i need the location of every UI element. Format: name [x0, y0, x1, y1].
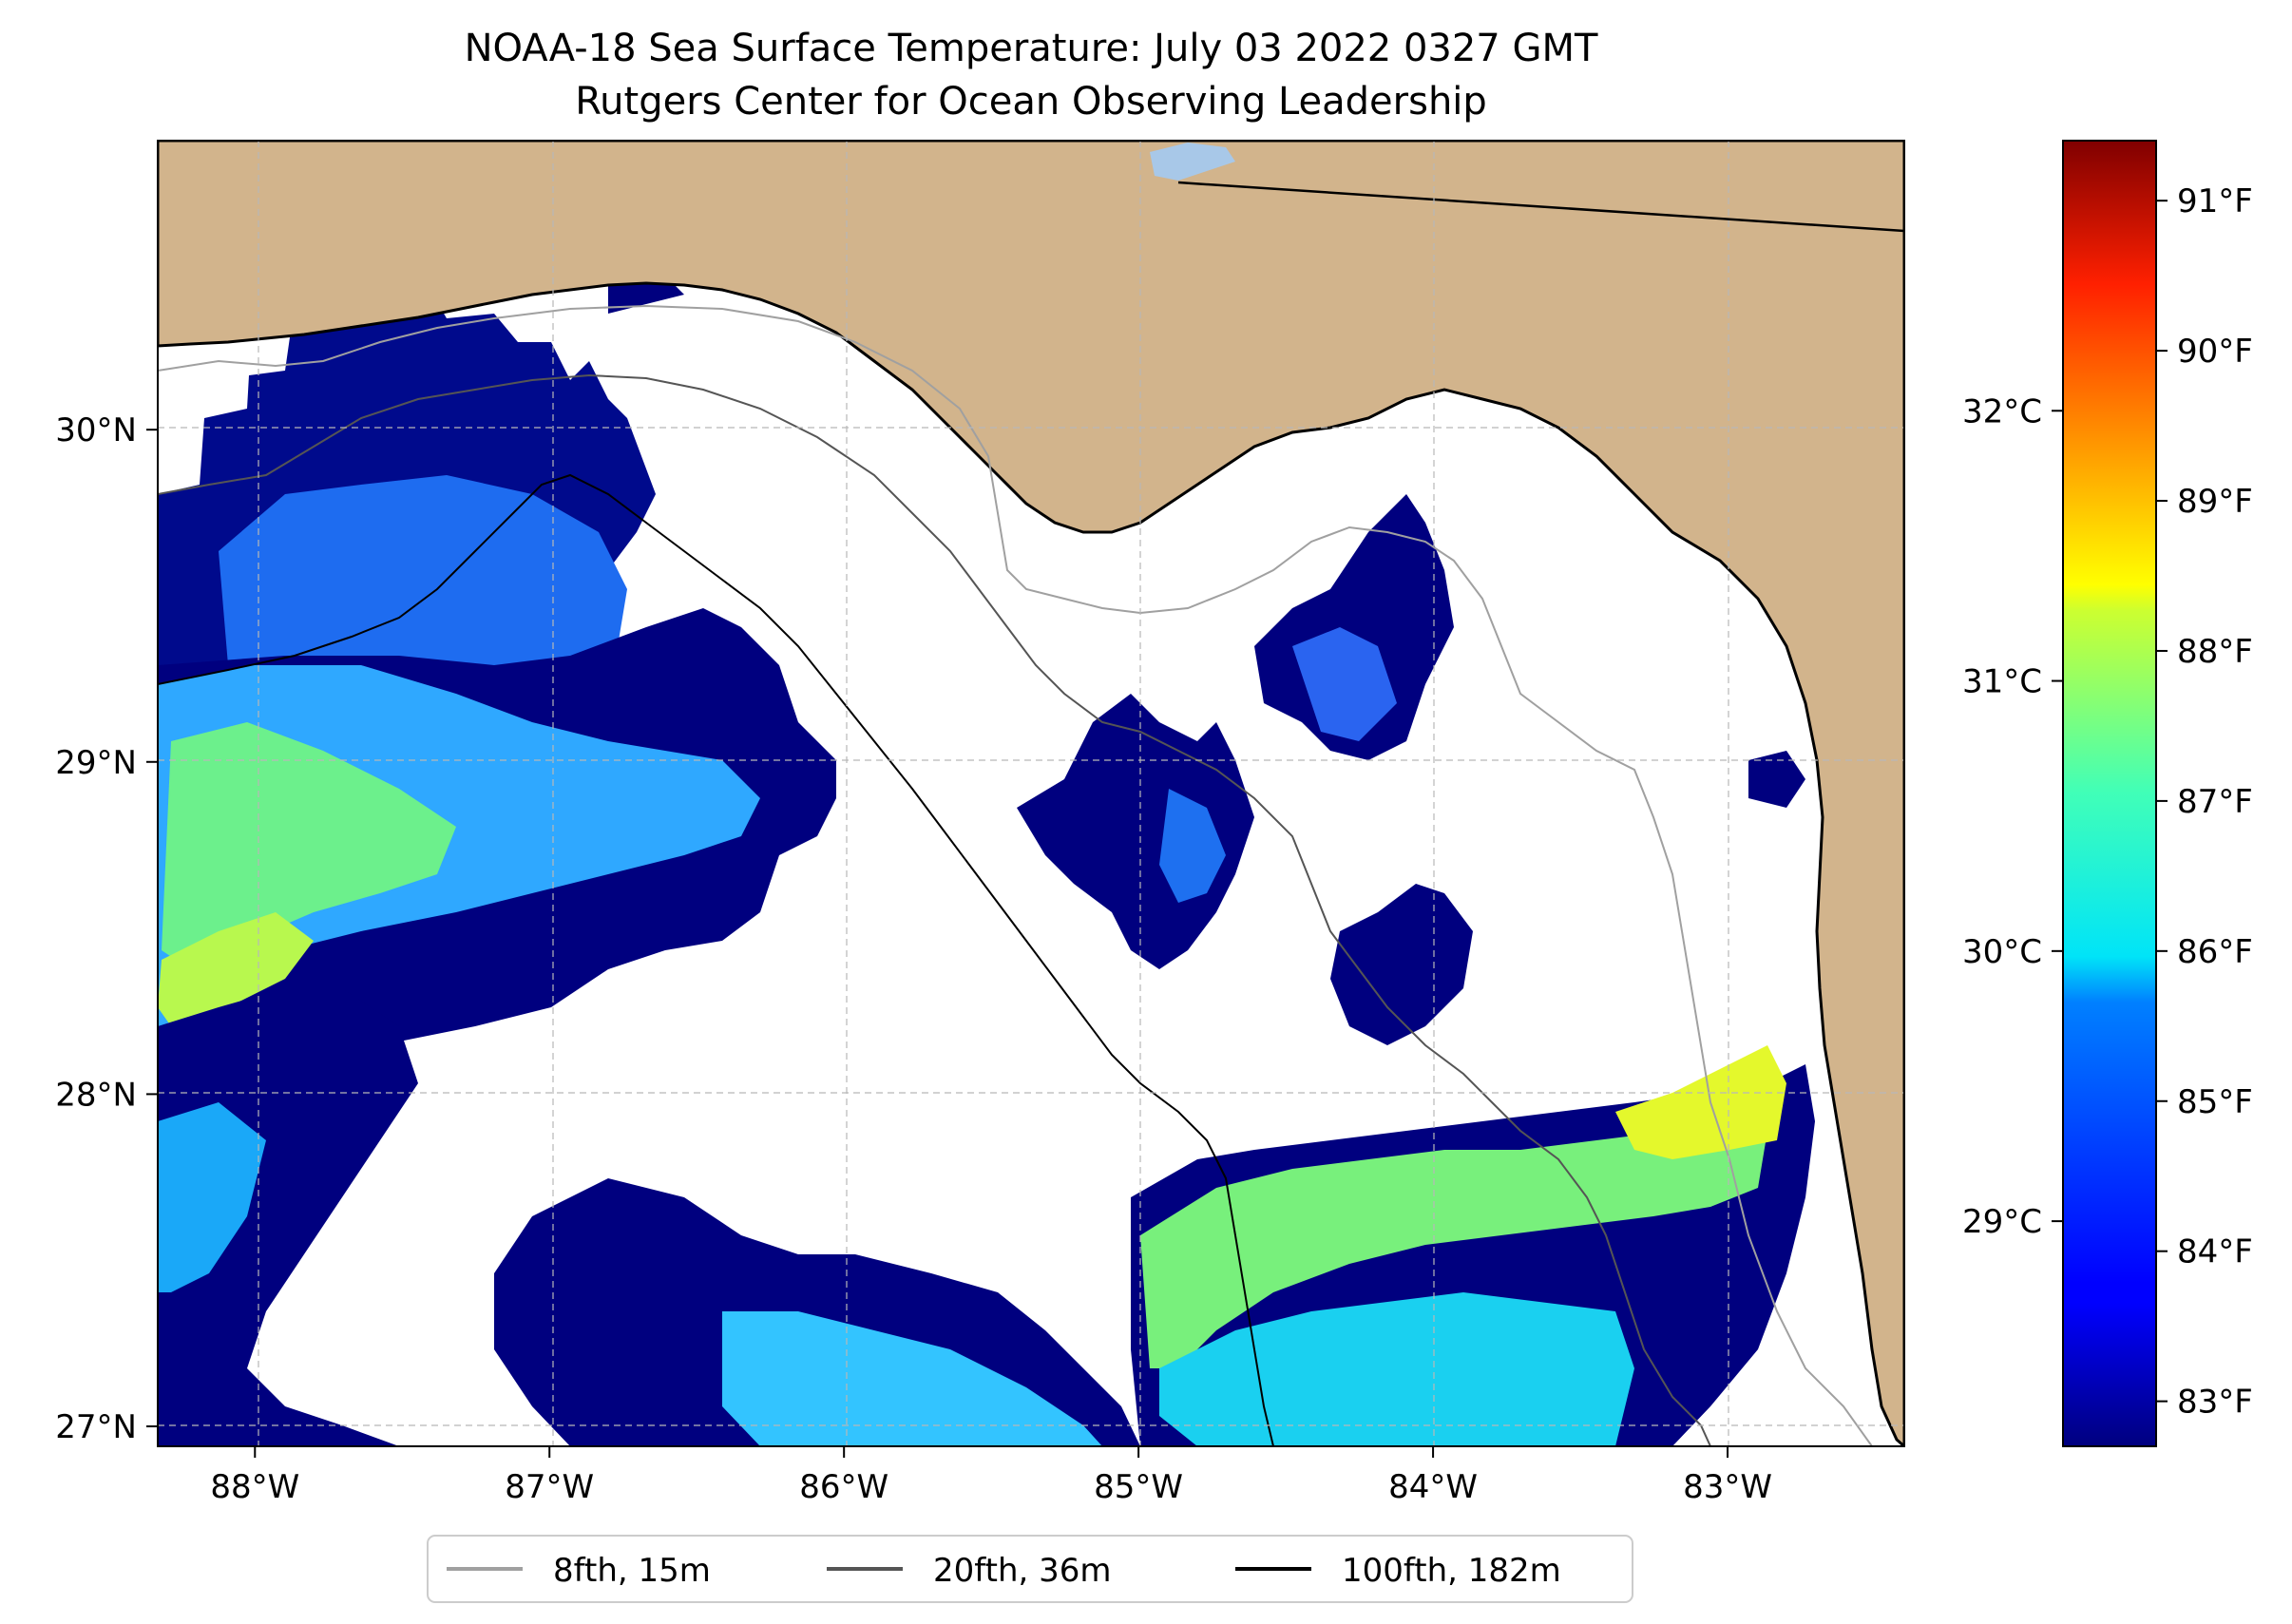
title-line-2: Rutgers Center for Ocean Observing Leade…	[575, 80, 1487, 124]
fahrenheit-tick-label: 84°F	[2177, 1233, 2253, 1271]
legend-label-8fth: 8fth, 15m	[553, 1552, 711, 1590]
map-frame	[157, 140, 1905, 1447]
fahrenheit-tick-label: 88°F	[2177, 633, 2253, 671]
lat-tick-label: 30°N	[55, 411, 137, 449]
lon-tick-label: 83°W	[1683, 1468, 1772, 1506]
legend-item-100fth: 100fth, 182m	[1235, 1552, 1561, 1590]
legend-label-100fth: 100fth, 182m	[1342, 1552, 1561, 1590]
fahrenheit-ticks: 83°F 84°F 85°F 86°F 87°F 88°F 89°F 90°F 91°F	[2156, 182, 2253, 1422]
lon-tick-label: 84°W	[1388, 1468, 1478, 1506]
lon-tick-label: 88°W	[210, 1468, 299, 1506]
celsius-tick-label: 32°C	[1962, 392, 2042, 430]
celsius-tick-label: 30°C	[1962, 933, 2042, 971]
sst-patch-southeast-cyan	[1159, 1292, 1634, 1446]
sst-patch-west-lime	[158, 912, 314, 1026]
lon-tick-label: 85°W	[1094, 1468, 1183, 1506]
state-boundary	[1177, 181, 1905, 233]
lon-tick-label: 86°W	[799, 1468, 888, 1506]
legend-item-8fth: 8fth, 15m	[447, 1552, 711, 1590]
colorbar: 83°F 84°F 85°F 86°F 87°F 88°F 89°F 90°F 91°F 29°…	[1962, 140, 2253, 1447]
lat-tick-label: 29°N	[55, 744, 137, 782]
legend-box	[427, 1535, 1633, 1603]
colorbar-frame	[2062, 140, 2157, 1447]
fahrenheit-tick-label: 83°F	[2177, 1384, 2253, 1422]
lat-tick-label: 27°N	[55, 1408, 137, 1446]
sst-patch-southeast-yellow	[1615, 1045, 1786, 1159]
sst-patch-southeast-green	[1140, 1121, 1767, 1368]
fahrenheit-tick-label: 85°F	[2177, 1083, 2253, 1121]
sst-patch-southwest-cyan	[158, 1102, 266, 1292]
land	[158, 141, 1904, 1446]
sst-layer	[158, 266, 1815, 1446]
fahrenheit-tick-label: 87°F	[2177, 783, 2253, 821]
sst-patch-south-central-cyan	[722, 1311, 1102, 1446]
longitude-ticks: 88°W 87°W 86°W 85°W 84°W 83°W	[210, 1446, 1772, 1506]
fahrenheit-tick-label: 90°F	[2177, 333, 2253, 371]
title-line-1: NOAA-18 Sea Surface Temperature: July 03…	[465, 27, 1598, 70]
gridlines	[158, 141, 1904, 1446]
legend-item-20fth: 20fth, 36m	[827, 1552, 1112, 1590]
legend: 8fth, 15m 20fth, 36m 100fth, 182m	[427, 1535, 1633, 1603]
latitude-ticks: 27°N 28°N 29°N 30°N	[55, 411, 158, 1446]
contour-8fth	[158, 304, 1873, 1446]
sst-patch-central	[1017, 694, 1254, 969]
lon-tick-label: 87°W	[505, 1468, 594, 1506]
contour-100fth	[158, 473, 1274, 1446]
colorbar-gradient	[2063, 141, 2156, 1446]
celsius-ticks: 29°C 30°C 31°C 32°C	[1962, 392, 2063, 1241]
lat-tick-label: 28°N	[55, 1076, 137, 1114]
sst-patch-bay	[1330, 884, 1473, 1045]
sst-patch-east-coast	[1748, 751, 1805, 808]
fahrenheit-tick-label: 91°F	[2177, 182, 2253, 220]
fahrenheit-tick-label: 86°F	[2177, 933, 2253, 971]
sst-patch-east-central	[1254, 494, 1454, 760]
legend-label-20fth: 20fth, 36m	[933, 1552, 1112, 1590]
sst-patch-west-green	[162, 722, 456, 969]
celsius-tick-label: 29°C	[1962, 1203, 2042, 1241]
sst-patch-southwest	[158, 988, 418, 1446]
sst-patch-east-central-blue	[1292, 627, 1397, 741]
celsius-tick-label: 31°C	[1962, 663, 2042, 701]
map-panel: 88°W 87°W 86°W 85°W 84°W 83°W 27°N 28°N 29°N 30°…	[55, 140, 1905, 1506]
contour-20fth	[158, 373, 1711, 1446]
sst-patch-central-blue	[1159, 789, 1226, 903]
lake	[1150, 143, 1235, 181]
fahrenheit-tick-label: 89°F	[2177, 483, 2253, 521]
